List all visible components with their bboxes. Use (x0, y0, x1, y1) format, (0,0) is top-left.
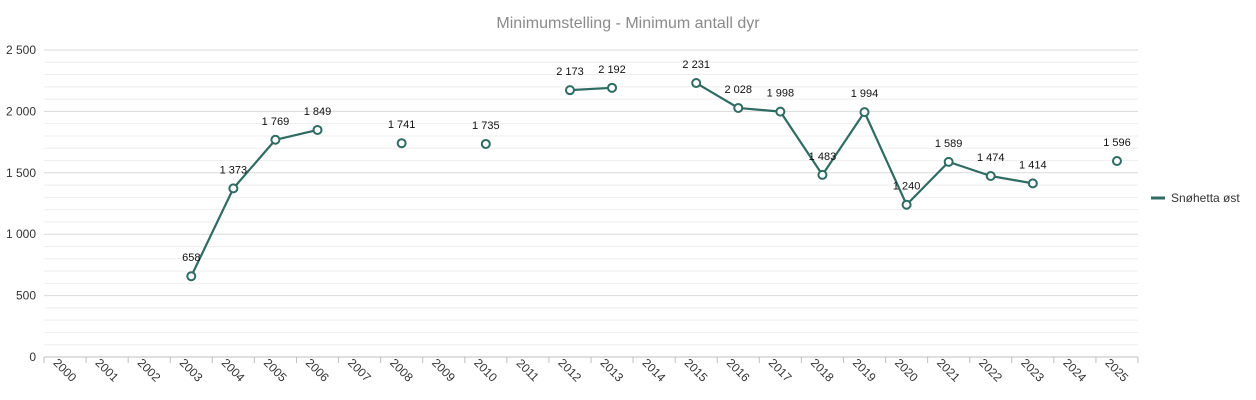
data-point[interactable] (228, 183, 239, 194)
x-tick-label: 2025 (1102, 356, 1131, 385)
x-tick-label: 2010 (471, 356, 500, 385)
data-point[interactable] (733, 102, 744, 113)
x-tick-label: 2003 (177, 356, 206, 385)
data-point[interactable] (396, 138, 407, 149)
x-tick-label: 2021 (934, 356, 963, 385)
y-tick-label: 1 500 (6, 166, 36, 180)
data-label: 2 173 (556, 66, 584, 78)
legend[interactable]: Snøhetta øst (1151, 191, 1240, 205)
y-tick-label: 1 000 (6, 227, 36, 241)
data-label: 1 849 (304, 106, 332, 118)
data-label: 658 (182, 252, 200, 264)
data-label: 1 414 (1019, 159, 1047, 171)
data-label: 2 028 (725, 84, 753, 96)
y-tick-label: 0 (29, 350, 36, 364)
x-tick-label: 2013 (597, 356, 626, 385)
chart-title: Minimumstelling - Minimum antall dyr (496, 15, 760, 32)
data-label: 1 596 (1103, 137, 1131, 149)
data-label: 1 769 (262, 116, 290, 128)
data-point[interactable] (1027, 178, 1038, 189)
x-tick-label: 2023 (1018, 356, 1047, 385)
data-label: 1 994 (851, 88, 879, 100)
data-point[interactable] (186, 271, 197, 282)
x-tick-label: 2017 (766, 356, 795, 385)
data-labels: 658 1 373 1 769 1 849 1 741 1 735 2 173 2 192 2 … (182, 59, 1131, 264)
data-label: 1 735 (472, 120, 500, 132)
x-tick-label: 2005 (261, 356, 290, 385)
x-tick-label: 2024 (1060, 356, 1089, 385)
data-label: 1 741 (388, 119, 416, 131)
data-point[interactable] (775, 106, 786, 117)
data-point[interactable] (943, 156, 954, 167)
x-tick-label: 2004 (219, 356, 248, 385)
y-tick-label: 2 500 (6, 43, 36, 57)
data-point[interactable] (859, 107, 870, 118)
data-point[interactable] (270, 134, 281, 145)
x-tick-label: 2006 (303, 356, 332, 385)
data-point[interactable] (480, 138, 491, 149)
series-layer (186, 78, 1122, 282)
data-point[interactable] (985, 170, 996, 181)
legend-label[interactable]: Snøhetta øst (1171, 191, 1240, 205)
y-tick-label: 2 000 (6, 104, 36, 118)
x-tick-label: 2009 (429, 356, 458, 385)
data-label: 1 474 (977, 152, 1005, 164)
x-tick-label: 2001 (93, 356, 122, 385)
data-label: 2 231 (682, 59, 710, 71)
x-tick-label: 2011 (514, 356, 542, 384)
x-tick-label: 2007 (345, 356, 374, 385)
data-label: 1 589 (935, 138, 963, 150)
data-point[interactable] (691, 78, 702, 89)
x-tick-label: 2014 (640, 356, 669, 385)
data-point[interactable] (564, 85, 575, 96)
series-line (695, 82, 1033, 206)
data-label: 1 373 (220, 164, 248, 176)
y-tick-label: 500 (16, 289, 36, 303)
data-label: 1 240 (893, 181, 921, 193)
data-point[interactable] (312, 124, 323, 135)
x-tick-label: 2022 (976, 356, 1005, 385)
data-point[interactable] (607, 82, 618, 93)
x-tick-label: 2000 (50, 356, 79, 385)
data-label: 1 483 (809, 151, 837, 163)
x-tick-label: 2019 (850, 356, 879, 385)
x-tick-label: 2018 (808, 356, 837, 385)
data-point[interactable] (901, 199, 912, 210)
x-tick-label: 2015 (682, 356, 711, 385)
series-line (190, 128, 318, 277)
gridlines (44, 49, 1138, 346)
x-tick-label: 2020 (892, 356, 921, 385)
data-label: 1 998 (767, 88, 795, 100)
x-tick-label: 2012 (555, 356, 584, 385)
x-tick-label: 2016 (724, 356, 753, 385)
data-label: 2 192 (598, 64, 626, 76)
x-tick-label: 2002 (135, 356, 164, 385)
data-point[interactable] (817, 169, 828, 180)
data-point[interactable] (1111, 156, 1122, 167)
x-tick-label: 2008 (387, 356, 416, 385)
series-line (569, 86, 613, 92)
